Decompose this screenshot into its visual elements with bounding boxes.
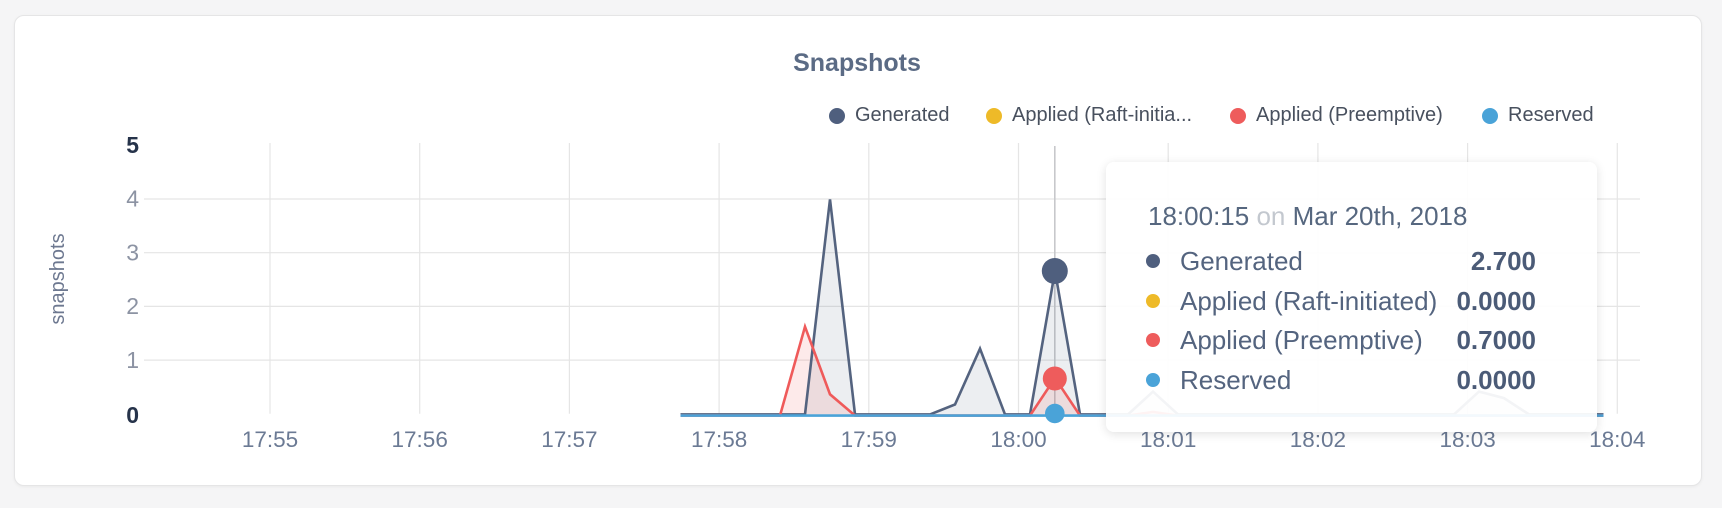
svg-text:17:59: 17:59 — [841, 427, 897, 452]
svg-text:17:55: 17:55 — [242, 427, 298, 452]
svg-text:17:58: 17:58 — [691, 427, 747, 452]
svg-text:snapshots: snapshots — [47, 233, 69, 324]
svg-text:18:04: 18:04 — [1589, 427, 1645, 452]
svg-text:17:56: 17:56 — [392, 427, 448, 452]
svg-text:2: 2 — [126, 293, 139, 319]
svg-text:5: 5 — [126, 132, 139, 158]
svg-text:18:00: 18:00 — [990, 427, 1046, 452]
svg-text:17:57: 17:57 — [541, 427, 597, 452]
svg-text:1: 1 — [126, 347, 139, 373]
svg-text:4: 4 — [126, 186, 139, 212]
svg-text:3: 3 — [126, 239, 139, 265]
svg-text:0: 0 — [126, 402, 139, 428]
